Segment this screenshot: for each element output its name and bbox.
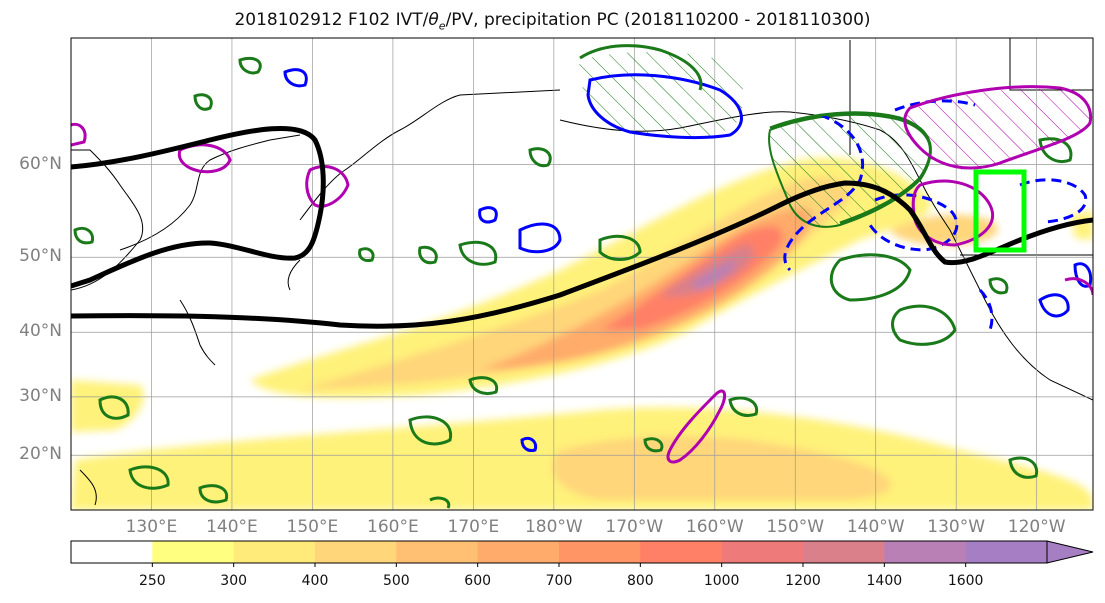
pv-contours-positive (283, 68, 1093, 452)
map-title: 2018102912 F102 IVT/θe/PV, precipitation… (234, 10, 871, 33)
longitude-label: 140°W (846, 517, 905, 537)
longitude-label: 180°W (524, 517, 583, 537)
longitude-label: 160°E (367, 517, 419, 537)
region-highlight-box (973, 169, 1027, 253)
colorbar-segment (477, 541, 560, 563)
latitude-label: 20°N (19, 444, 62, 465)
colorbar-tick-label: 1000 (703, 573, 740, 589)
longitude-label: 140°E (206, 517, 258, 537)
colorbar-tick-label: 700 (545, 573, 573, 589)
theta-e-contours (73, 44, 1073, 509)
colorbar (70, 540, 1094, 567)
longitude-label: 170°W (605, 517, 664, 537)
colorbar-segment (315, 541, 397, 563)
colorbar-segment (640, 541, 723, 563)
colorbar-segment (71, 541, 153, 563)
map-frame (70, 37, 1094, 511)
longitude-label: 150°W (766, 517, 825, 537)
longitude-label: 120°W (1007, 517, 1066, 537)
latitude-label: 50°N (19, 246, 62, 267)
colorbar-segment (884, 541, 967, 563)
colorbar-extend-arrow (1046, 540, 1094, 564)
colorbar-tick-label: 800 (626, 573, 654, 589)
longitude-label: 150°E (286, 517, 339, 537)
colorbar-tick-label: 250 (138, 573, 166, 589)
latitude-label: 60°N (19, 153, 62, 174)
latitude-label: 40°N (19, 321, 62, 342)
colorbar-tick-label: 1600 (947, 573, 984, 589)
colorbar-segment (803, 541, 885, 563)
longitude-label: 130°W (927, 517, 986, 537)
colorbar-segment (233, 541, 316, 563)
colorbar-tick-label: 1400 (866, 573, 903, 589)
colorbar-tick-label: 500 (382, 573, 410, 589)
jet-stream-contours (71, 126, 1093, 329)
colorbar-tick-label: 400 (301, 573, 329, 589)
colorbar-tick-label: 600 (464, 573, 492, 589)
longitude-label: 170°E (447, 517, 500, 537)
colorbar-tick-label: 1200 (785, 573, 821, 589)
colorbar-segment (721, 541, 804, 563)
theta-e-hatched-region-gulf-of-alaska (768, 113, 932, 228)
colorbar-segment (152, 541, 235, 563)
colorbar-tick-label: 300 (220, 573, 248, 589)
longitude-label: 160°W (685, 517, 744, 537)
colorbar-segment (965, 541, 1048, 563)
colorbar-segment (396, 541, 479, 563)
latitude-label: 30°N (19, 385, 62, 406)
longitude-label: 130°E (125, 517, 178, 537)
pv-hatched-region (904, 88, 1091, 170)
colorbar-segment (559, 541, 641, 563)
ivt-shading (71, 157, 1093, 510)
theta-e-hatched-region-alaska (579, 51, 744, 138)
